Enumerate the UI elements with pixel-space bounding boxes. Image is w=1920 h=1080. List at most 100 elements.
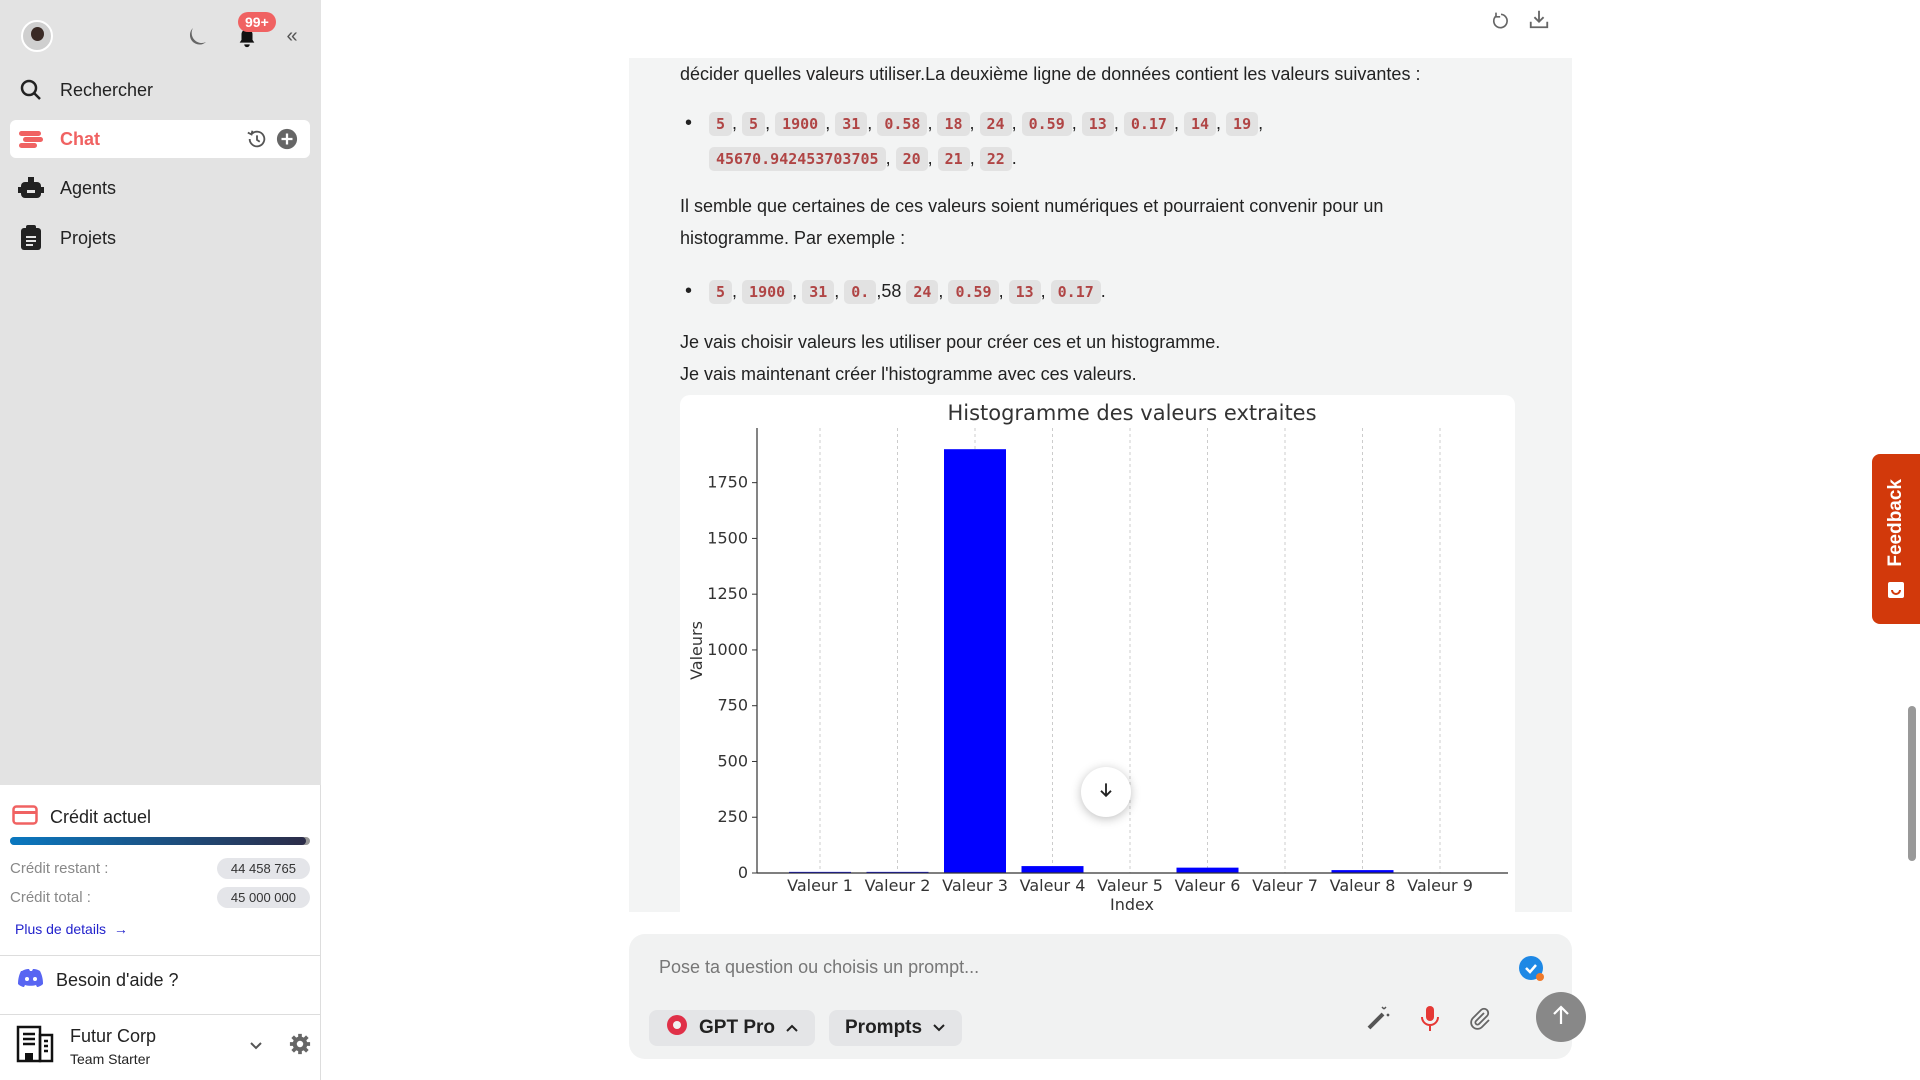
value-chip: 19: [1226, 112, 1259, 136]
value-chip: 21: [937, 147, 970, 171]
value-chip: 1900: [775, 112, 826, 136]
divider: [0, 1014, 321, 1015]
chevron-down-icon[interactable]: [249, 1038, 263, 1056]
credit-total-value: 45 000 000: [216, 887, 310, 908]
model-selector[interactable]: GPT Pro: [649, 1010, 816, 1046]
value-chip: 24: [906, 280, 939, 304]
clipboard-icon: [16, 225, 46, 251]
credit-card-icon: [12, 805, 38, 830]
value-chip: 45670.942453703705: [709, 147, 886, 171]
credit-remaining-label: Crédit restant :: [10, 860, 109, 877]
stray-text: ,58: [876, 281, 907, 301]
sidebar-item-projets[interactable]: Projets: [10, 219, 310, 257]
refresh-icon[interactable]: [1488, 8, 1514, 34]
org-plan: Team Starter: [70, 1051, 151, 1067]
more-details-link[interactable]: Plus de details →: [15, 921, 128, 937]
verified-icon: [1518, 955, 1546, 988]
sidebar-item-chat[interactable]: Chat: [10, 120, 310, 158]
scrollbar[interactable]: [1908, 706, 1916, 861]
microphone-icon[interactable]: [1419, 1004, 1441, 1037]
x-tick-label: Valeur 3: [942, 876, 1008, 895]
y-axis-label: Valeurs: [687, 621, 706, 680]
message-paragraph: Il semble que certaines de ces valeurs s…: [680, 196, 1384, 216]
credit-remaining-value: 44 458 765: [216, 858, 310, 879]
value-chip: 0.: [844, 280, 877, 304]
chart-card: Histogramme des valeurs extraites Valeur …: [680, 395, 1515, 912]
paperclip-icon[interactable]: [1467, 1006, 1491, 1035]
more-details-label: Plus de details: [15, 921, 107, 937]
x-tick-label: Valeur 4: [1020, 876, 1086, 895]
theme-toggle-icon[interactable]: [183, 24, 211, 52]
magic-wand-icon[interactable]: [1364, 1004, 1392, 1037]
sidebar-item-label: Chat: [60, 128, 100, 149]
value-chip: 0.59: [1021, 112, 1072, 136]
y-tick-label: 1750: [707, 473, 748, 492]
x-tick-label: Valeur 1: [787, 876, 853, 895]
organization-switcher[interactable]: Futur Corp Team Starter: [16, 1025, 311, 1068]
search-icon: [16, 78, 46, 102]
sidebar-item-label: Agents: [60, 177, 117, 198]
prompts-selector[interactable]: Prompts: [829, 1010, 963, 1046]
chat-icon: [16, 128, 46, 150]
scroll-down-button[interactable]: [1081, 767, 1131, 817]
model-logo-icon: [665, 1013, 689, 1043]
building-icon: [16, 1025, 54, 1068]
y-tick-label: 250: [717, 807, 748, 826]
x-tick-label: Valeur 5: [1097, 876, 1163, 895]
message-paragraph: Je vais maintenant créer l'histogramme a…: [680, 364, 1137, 384]
value-chip: 24: [979, 112, 1012, 136]
x-tick-label: Valeur 2: [865, 876, 931, 895]
history-icon[interactable]: [246, 128, 268, 155]
arrow-right-icon: →: [109, 921, 128, 937]
model-label: GPT Pro: [699, 1017, 776, 1038]
feedback-tab[interactable]: Feedback: [1872, 454, 1920, 624]
smiley-icon: [1885, 581, 1907, 599]
sidebar-top: 99+ « Rechercher Chat Agents Projets: [0, 0, 321, 785]
avatar[interactable]: [21, 20, 53, 52]
gear-icon[interactable]: [289, 1033, 311, 1060]
org-name: Futur Corp: [70, 1026, 157, 1046]
value-chip: 5: [742, 112, 766, 136]
message-paragraph: histogramme. Par exemple :: [680, 228, 906, 248]
message-paragraph: Je vais choisir valeurs les utiliser pou…: [680, 332, 1221, 352]
bar: [1021, 866, 1084, 873]
y-tick-label: 1500: [707, 528, 748, 547]
value-chip: 1900: [742, 280, 793, 304]
bell-icon[interactable]: [233, 24, 261, 52]
x-tick-label: Valeur 7: [1252, 876, 1318, 895]
bar: [944, 449, 1006, 873]
value-chip: 5: [709, 112, 733, 136]
notification-badge: 99+: [238, 12, 276, 32]
y-tick-label: 1250: [707, 584, 748, 603]
value-chip: 0.58: [877, 112, 928, 136]
x-axis-label: Index: [1110, 895, 1154, 912]
assistant-message: décider quelles valeurs utiliser.La deux…: [629, 58, 1572, 912]
composer: GPT Pro Prompts: [629, 934, 1586, 1059]
value-chip: 0.17: [1050, 280, 1101, 304]
value-chip: 5: [709, 280, 733, 304]
prompt-input[interactable]: [659, 952, 1479, 982]
new-chat-icon[interactable]: [276, 128, 298, 155]
sidebar-item-agents[interactable]: Agents: [10, 169, 310, 207]
help-link[interactable]: Besoin d'aide ?: [18, 968, 179, 993]
value-chip: 0.17: [1123, 112, 1174, 136]
credit-progress-fill: [10, 837, 307, 845]
example-values-list: 5, 1900, 31, 0.,58 24, 0.59, 13, 0.17.: [685, 274, 1349, 309]
value-chip: 13: [1008, 280, 1041, 304]
x-tick-label: Valeur 8: [1330, 876, 1396, 895]
sidebar-item-label: Projets: [60, 227, 117, 248]
download-icon[interactable]: [1526, 6, 1552, 32]
values-list: 5, 5, 1900, 31, 0.58, 18, 24, 0.59, 13, …: [685, 106, 1349, 176]
send-button[interactable]: [1536, 992, 1586, 1042]
sidebar-item-search[interactable]: Rechercher: [10, 71, 310, 109]
credit-title: Crédit actuel: [50, 807, 152, 827]
y-tick-label: 1000: [707, 640, 748, 659]
chevron-up-icon: [785, 1017, 799, 1039]
robot-icon: [16, 176, 46, 200]
y-tick-label: 500: [717, 751, 748, 770]
collapse-sidebar-icon[interactable]: «: [286, 24, 298, 47]
divider: [0, 955, 321, 956]
histogram-chart: Histogramme des valeurs extraites Valeur …: [687, 401, 1508, 912]
credit-total-label: Crédit total :: [10, 889, 91, 906]
bar: [1176, 867, 1239, 873]
